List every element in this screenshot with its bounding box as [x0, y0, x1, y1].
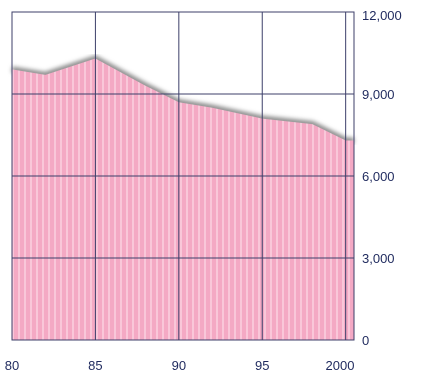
- y-tick-label: 12,000: [362, 8, 402, 23]
- x-tick-label: 95: [255, 358, 269, 373]
- y-tick-label: 6,000: [362, 169, 395, 184]
- y-tick-label: 9,000: [362, 87, 395, 102]
- x-axis: 80 85 90 95 2000: [5, 358, 355, 373]
- area-series: [12, 58, 354, 340]
- y-tick-label: 0: [362, 333, 369, 348]
- x-tick-label: 80: [5, 358, 19, 373]
- plot-frame: [11, 11, 355, 341]
- y-tick-label: 3,000: [362, 251, 395, 266]
- x-tick-label: 85: [88, 358, 102, 373]
- x-tick-label: 90: [172, 358, 186, 373]
- x-tick-label: 2000: [326, 358, 355, 373]
- grid-overlay: [12, 12, 354, 340]
- y-axis: 0 3,000 6,000 9,000 12,000: [362, 8, 402, 348]
